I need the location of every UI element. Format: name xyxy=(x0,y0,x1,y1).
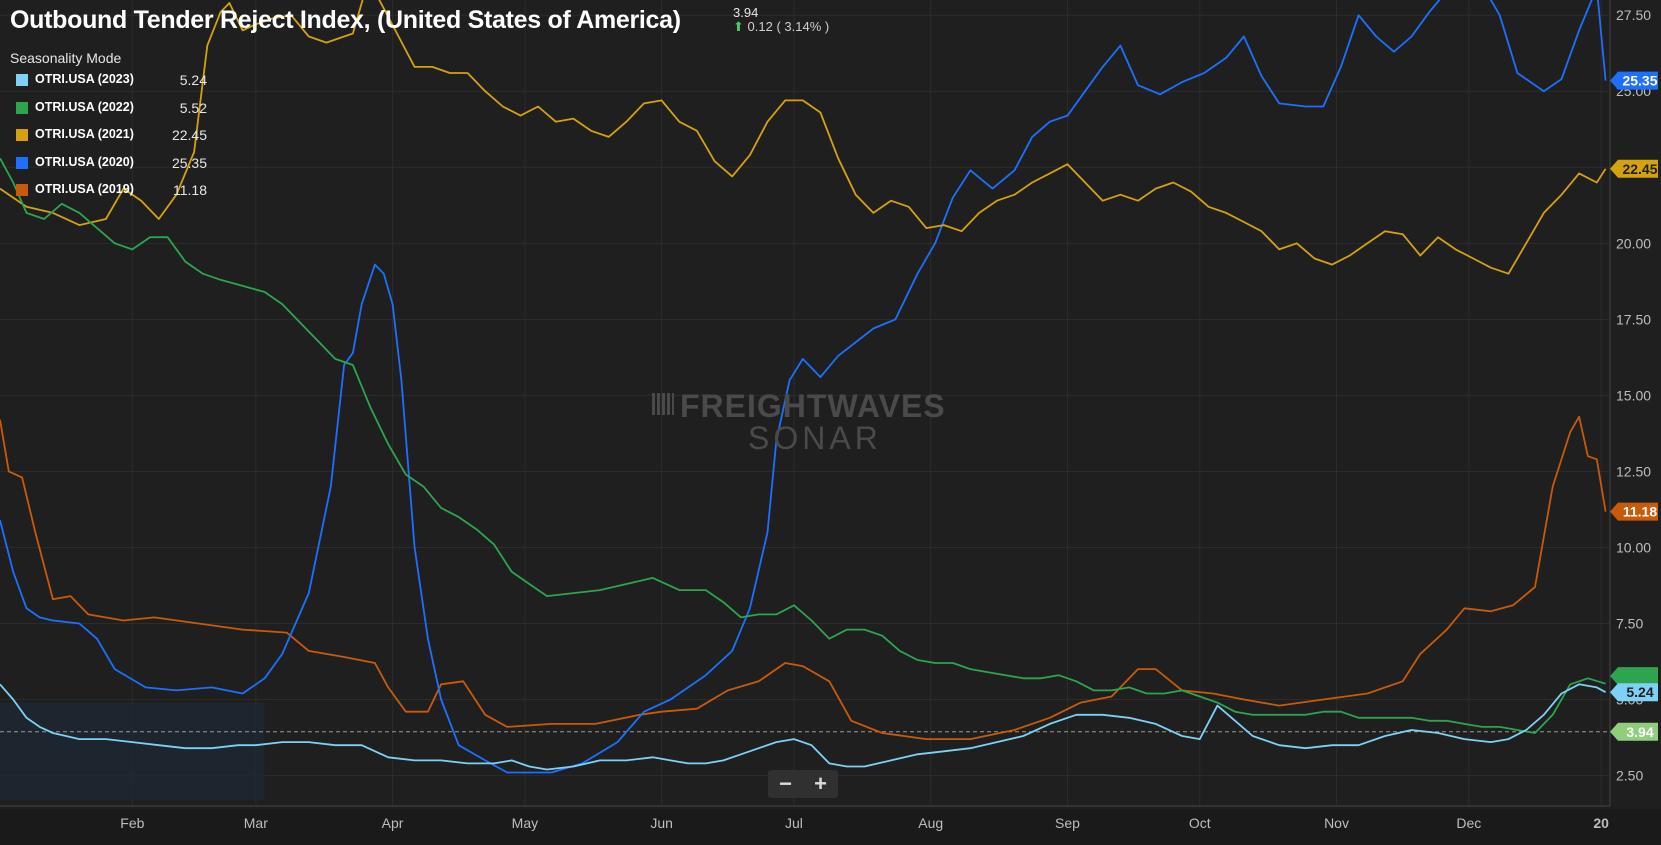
x-tick-label: Jul xyxy=(785,815,803,831)
watermark-text: FREIGHTWAVES xyxy=(680,388,946,424)
value-tag-label: 25.35 xyxy=(1622,73,1657,89)
legend-item[interactable]: OTRI.USA (2019) 11.18 xyxy=(10,180,207,208)
x-tick-label: 20 xyxy=(1593,815,1609,831)
y-tick-label: 10.00 xyxy=(1616,539,1651,555)
value-tag-label: 5.52 xyxy=(1626,668,1653,684)
freightwaves-logo-icon xyxy=(652,393,674,415)
value-tag-label: 5.24 xyxy=(1626,684,1653,700)
x-tick-label: Jun xyxy=(650,815,673,831)
change-value: 0.12 ( 3.14% ) xyxy=(747,19,830,34)
series-line xyxy=(0,157,1606,734)
zoom-in-button[interactable]: + xyxy=(814,771,827,796)
y-tick-label: 12.50 xyxy=(1616,463,1651,479)
series-line xyxy=(0,683,1607,771)
zoom-controls: − + xyxy=(768,770,838,798)
legend-item[interactable]: OTRI.USA (2021) 22.45 xyxy=(10,125,207,153)
y-tick-label: 17.50 xyxy=(1616,311,1651,327)
value-tag xyxy=(1610,159,1658,178)
x-tick-label: Nov xyxy=(1324,815,1349,831)
value-tag xyxy=(1610,722,1658,741)
y-tick-label: 15.00 xyxy=(1616,387,1651,403)
legend-name: OTRI.USA (2021) xyxy=(35,127,134,141)
series-line xyxy=(0,415,1607,740)
x-tick-label: Aug xyxy=(918,815,943,831)
x-tick-label: Mar xyxy=(244,815,268,831)
legend-value: 25.35 xyxy=(171,154,207,171)
legend-name: OTRI.USA (2020) xyxy=(35,154,134,169)
page-title: Outbound Tender Reject Index, (United St… xyxy=(10,6,681,34)
x-tick-label: Sep xyxy=(1055,815,1080,831)
x-tick-label: Feb xyxy=(120,815,144,831)
series-line xyxy=(0,0,1607,275)
legend-swatch xyxy=(16,184,28,196)
legend-name: OTRI.USA (2019) xyxy=(35,182,134,196)
x-tick-label: May xyxy=(512,815,538,831)
y-tick-label: 20.00 xyxy=(1616,235,1651,251)
x-tick-label: Oct xyxy=(1189,815,1211,831)
legend-item[interactable]: OTRI.USA (2023) 5.24 xyxy=(10,70,207,98)
value-tag xyxy=(1610,667,1658,686)
legend-value: 5.52 xyxy=(179,99,207,116)
y-tick-label: 27.50 xyxy=(1616,7,1651,23)
legend-item[interactable]: OTRI.USA (2020) 25.35 xyxy=(10,153,207,181)
bottom-band xyxy=(0,809,1661,845)
value-tag-label: 11.18 xyxy=(1623,504,1657,520)
last-value: 3.94 xyxy=(733,5,759,20)
legend: Seasonality Mode OTRI.USA (2023) 5.24 OT… xyxy=(10,50,207,208)
value-tag xyxy=(1610,502,1658,521)
watermark-line1: FREIGHTWAVES xyxy=(650,388,946,425)
seasonality-mode-label[interactable]: Seasonality Mode xyxy=(10,50,122,66)
legend-swatch xyxy=(16,74,28,86)
legend-swatch xyxy=(16,101,28,114)
legend-value: 22.45 xyxy=(171,127,207,143)
series-line xyxy=(0,0,1607,774)
legend-swatch xyxy=(16,129,28,141)
quote-summary: 3.94 ⬆ 0.12 ( 3.14% ) xyxy=(733,6,829,34)
value-tag xyxy=(1610,71,1658,90)
value-tag-label: 22.45 xyxy=(1622,161,1657,177)
legend-value: 5.24 xyxy=(179,72,207,88)
x-tick-label: Dec xyxy=(1456,815,1481,831)
range-highlight xyxy=(0,702,265,800)
value-tag xyxy=(1610,683,1658,702)
watermark-line2: SONAR xyxy=(748,420,882,456)
legend-name: OTRI.USA (2022) xyxy=(35,99,134,114)
legend-swatch xyxy=(16,156,28,169)
legend-name: OTRI.USA (2023) xyxy=(35,72,134,86)
legend-value: 11.18 xyxy=(173,182,207,198)
legend-item[interactable]: OTRI.USA (2022) 5.52 xyxy=(10,98,207,126)
up-arrow-icon: ⬆ xyxy=(733,19,744,34)
x-tick-label: Apr xyxy=(382,815,404,831)
zoom-out-button[interactable]: − xyxy=(779,771,792,796)
y-tick-label: 2.50 xyxy=(1616,768,1643,784)
value-tag-label: 3.94 xyxy=(1626,724,1653,740)
y-tick-label: 7.50 xyxy=(1616,616,1643,632)
